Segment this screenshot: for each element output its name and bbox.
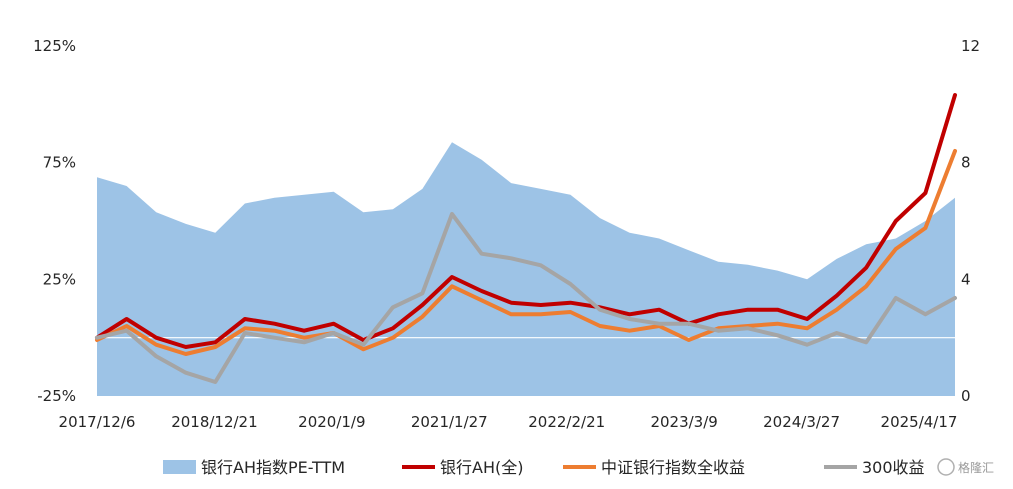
x-tick-label: 2020/1/9 — [298, 413, 365, 431]
x-tick-label: 2021/1/27 — [411, 413, 488, 431]
watermark-text: 格隆汇 — [958, 460, 994, 475]
right-tick-label: 0 — [961, 387, 971, 405]
series-2-line — [95, 93, 957, 349]
x-tick-label: 2024/3/27 — [763, 413, 840, 431]
legend-label-1: 银行AH指数PE-TTM — [201, 458, 345, 477]
legend: 银行AH指数PE-TTM 银行AH(全) 中证银行指数全收益 300收益 — [163, 458, 925, 477]
left-axis-tick-labels: 125% 75% 25% -25% — [33, 37, 76, 405]
left-tick-label: -25% — [37, 387, 76, 405]
x-tick-label: 2023/3/9 — [650, 413, 717, 431]
left-tick-label: 75% — [43, 154, 76, 172]
legend-label-3: 中证银行指数全收益 — [601, 458, 745, 477]
x-axis-tick-labels: 2017/12/6 2018/12/21 2020/1/9 2021/1/27 2022… — [59, 413, 958, 431]
watermark: 格隆汇 — [937, 458, 994, 476]
x-tick-label: 2025/4/17 — [881, 413, 958, 431]
left-tick-label: 25% — [43, 270, 76, 288]
legend-swatch-1 — [163, 460, 196, 474]
area-layer — [97, 142, 955, 396]
line-layer — [95, 93, 957, 384]
x-tick-label: 2022/2/21 — [528, 413, 605, 431]
right-tick-label: 4 — [961, 270, 971, 288]
legend-label-4: 300收益 — [862, 458, 925, 477]
x-tick-label: 2018/12/21 — [171, 413, 257, 431]
x-tick-label: 2017/12/6 — [59, 413, 136, 431]
right-tick-label: 8 — [961, 154, 971, 172]
right-tick-label: 12 — [961, 37, 980, 55]
right-axis-tick-labels: 12 8 4 0 — [961, 37, 980, 405]
left-tick-label: 125% — [33, 37, 76, 55]
series-3-line — [95, 149, 957, 356]
series-1-area — [97, 142, 955, 396]
legend-label-2: 银行AH(全) — [440, 458, 523, 477]
series-4-line — [95, 212, 957, 384]
